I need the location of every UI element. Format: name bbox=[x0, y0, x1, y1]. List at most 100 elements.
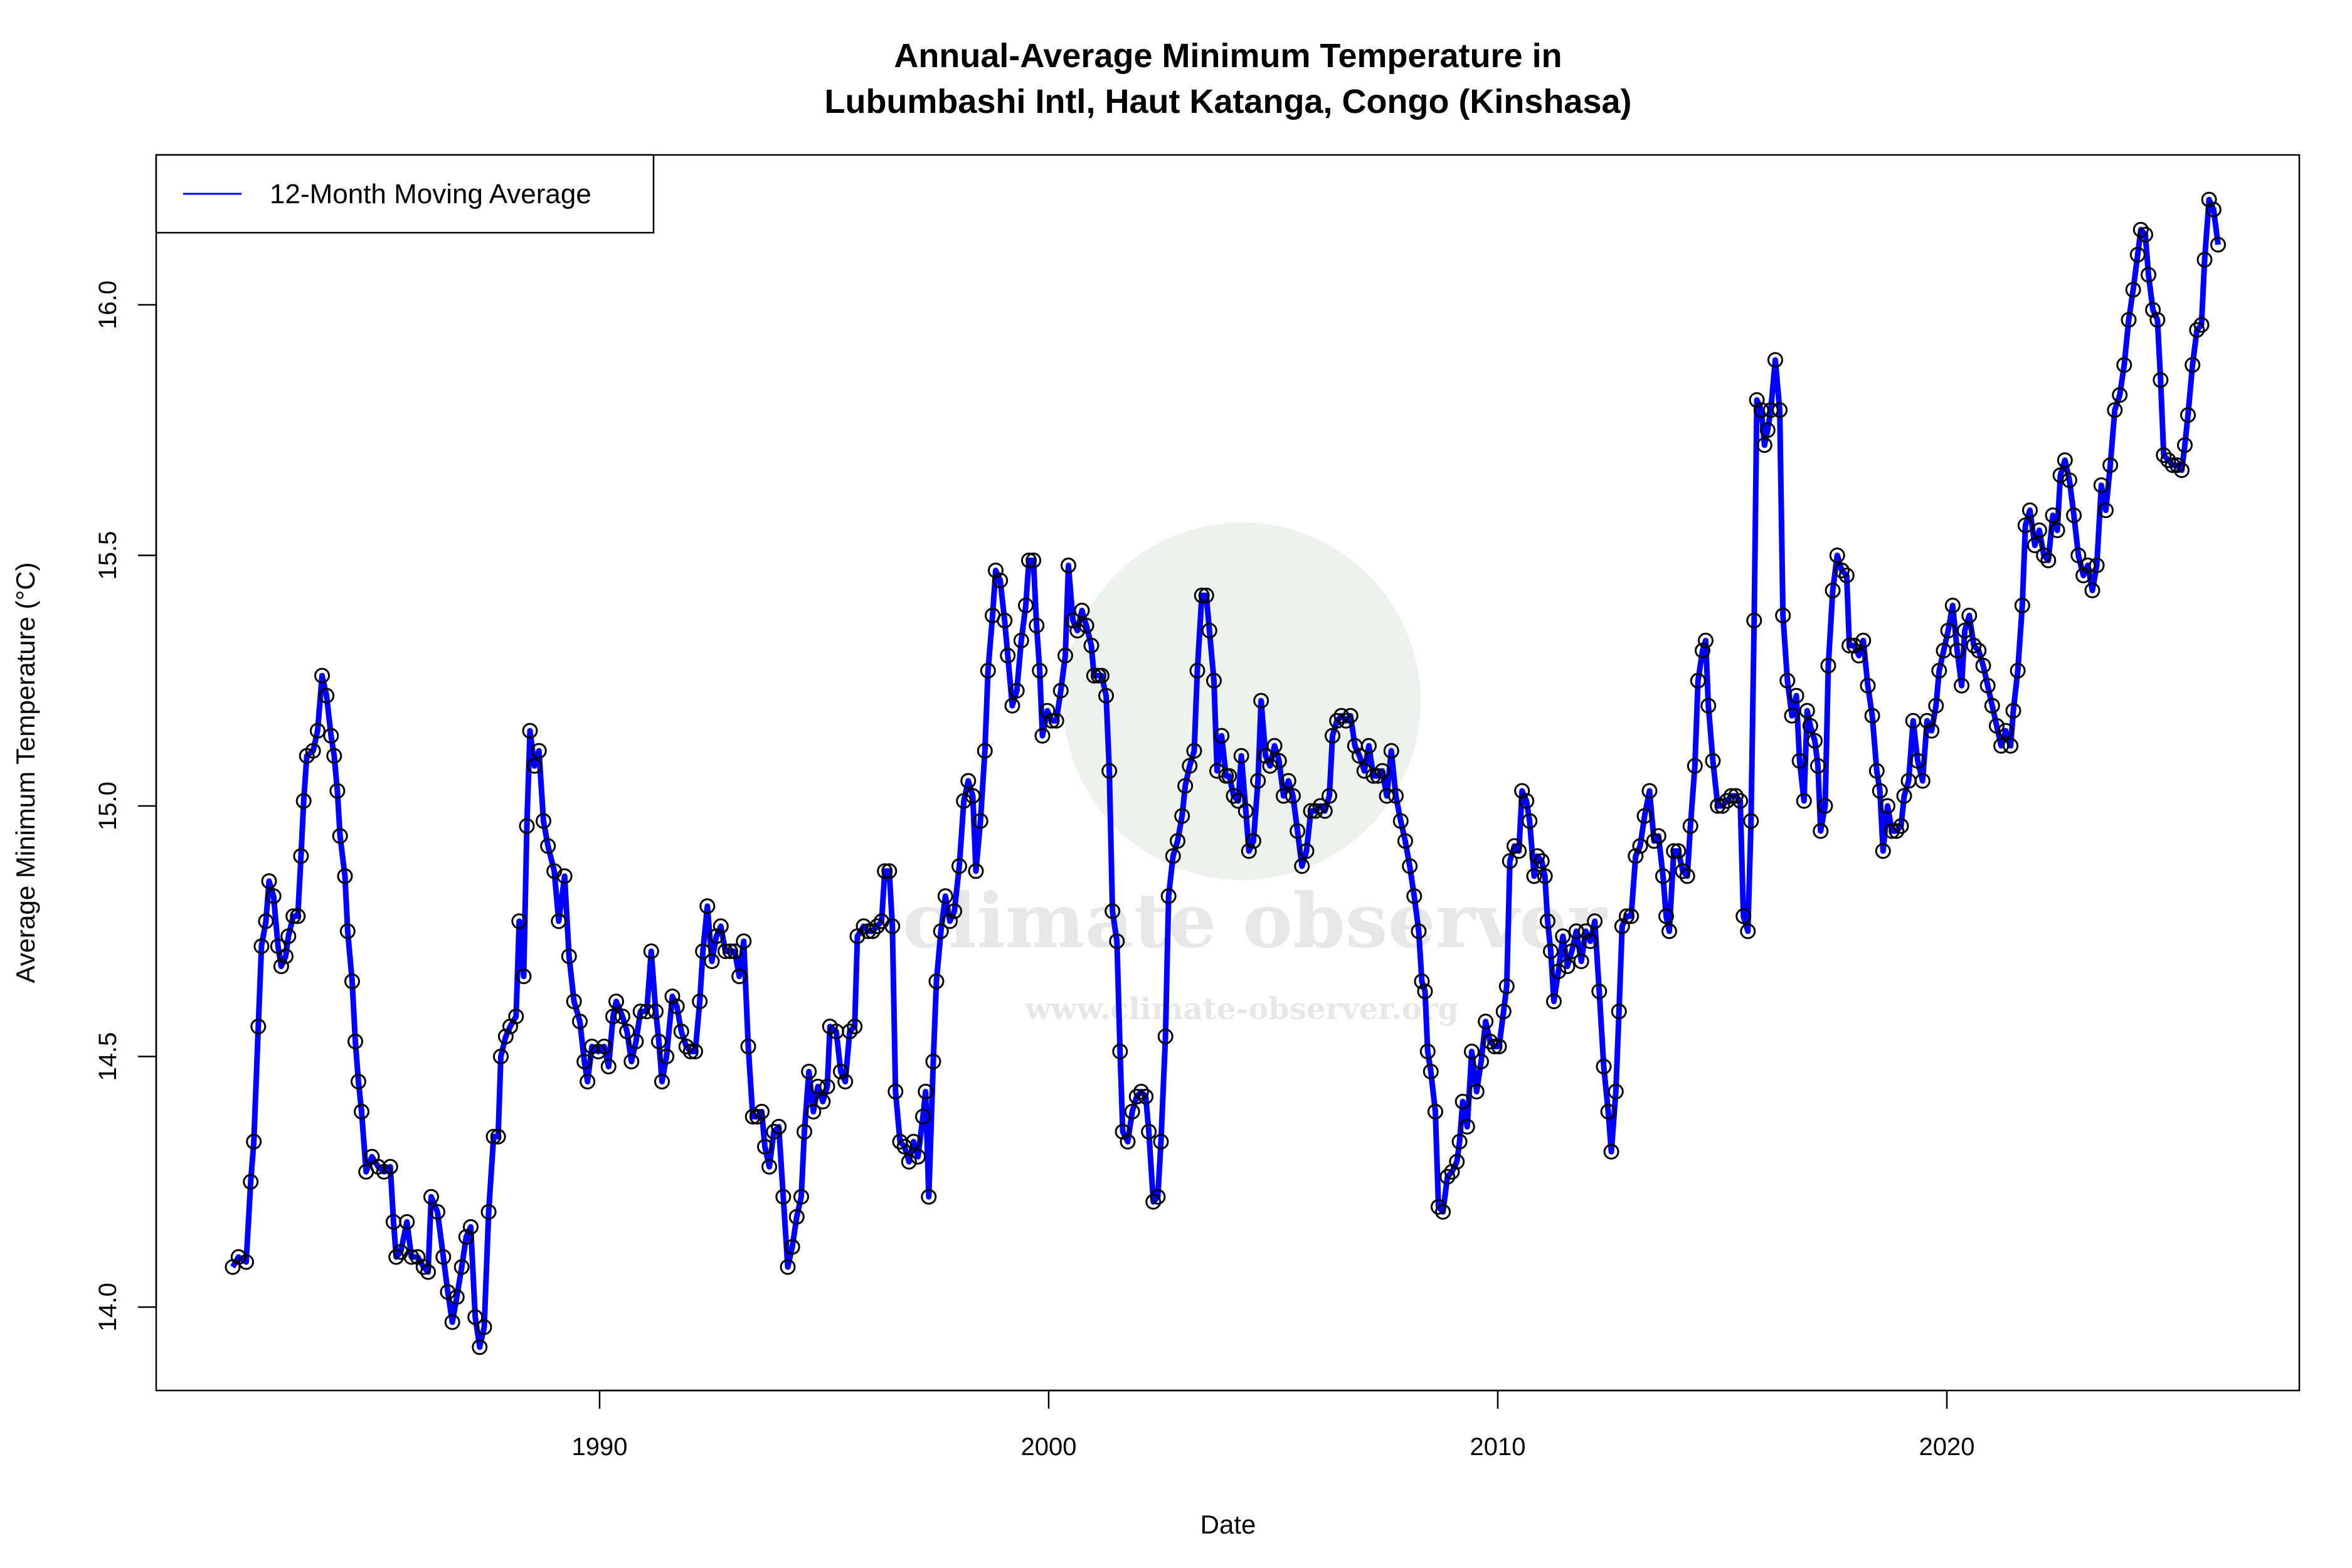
data-point bbox=[2156, 447, 2172, 464]
data-point bbox=[1661, 923, 1677, 940]
data-point bbox=[1658, 908, 1674, 924]
data-point bbox=[682, 1044, 699, 1059]
data-point bbox=[1779, 672, 1796, 689]
data-point bbox=[1534, 853, 1550, 869]
data-point bbox=[937, 888, 953, 904]
data-point bbox=[435, 1249, 452, 1265]
x-tick-label: 2010 bbox=[1470, 1433, 1526, 1461]
data-point bbox=[1032, 662, 1048, 679]
data-point bbox=[1954, 677, 1970, 694]
data-point bbox=[1820, 657, 1836, 674]
data-point bbox=[1784, 707, 1800, 724]
data-point bbox=[2193, 317, 2210, 333]
data-point bbox=[344, 973, 360, 990]
data-point bbox=[1679, 868, 1695, 884]
data-point bbox=[1799, 702, 1815, 719]
data-point bbox=[2014, 597, 2030, 613]
data-point bbox=[1198, 587, 1214, 603]
x-tick-label: 1990 bbox=[572, 1433, 628, 1461]
data-point bbox=[1074, 602, 1090, 618]
data-point bbox=[1271, 753, 1287, 769]
data-point bbox=[1451, 1133, 1468, 1150]
data-point bbox=[2022, 502, 2038, 519]
data-point bbox=[1280, 773, 1296, 789]
data-point bbox=[1860, 677, 1876, 694]
data-point bbox=[788, 1209, 805, 1225]
data-point bbox=[1206, 672, 1222, 689]
data-point bbox=[1829, 548, 1845, 563]
data-point bbox=[837, 1074, 854, 1089]
data-point bbox=[1700, 697, 1717, 714]
data-point bbox=[415, 1259, 432, 1275]
data-point bbox=[453, 1259, 470, 1275]
data-point bbox=[1165, 848, 1181, 864]
data-point bbox=[1000, 647, 1016, 664]
data-point bbox=[1966, 637, 1982, 654]
data-point bbox=[736, 933, 752, 950]
data-point bbox=[1069, 622, 1086, 638]
data-point bbox=[1065, 612, 1081, 628]
data-point bbox=[2121, 312, 2137, 328]
data-point bbox=[1392, 813, 1409, 829]
data-point bbox=[1414, 973, 1430, 990]
data-point bbox=[1266, 738, 1283, 754]
data-point bbox=[869, 918, 885, 935]
data-point bbox=[1650, 828, 1666, 844]
data-point bbox=[1695, 642, 1710, 659]
data-point bbox=[1740, 923, 1756, 940]
data-point bbox=[740, 1039, 756, 1054]
data-point bbox=[797, 1123, 812, 1140]
data-point bbox=[1290, 823, 1306, 839]
data-point bbox=[2112, 387, 2128, 403]
data-point bbox=[673, 1024, 689, 1039]
data-point bbox=[472, 1339, 488, 1355]
watermark-url: www.climate-observer.org bbox=[1024, 992, 1458, 1027]
data-point bbox=[1529, 848, 1545, 864]
data-point bbox=[1577, 923, 1594, 940]
data-point bbox=[1896, 788, 1912, 804]
data-point bbox=[354, 1103, 369, 1120]
data-point bbox=[638, 1004, 655, 1020]
data-point bbox=[536, 813, 551, 829]
data-point bbox=[1526, 868, 1542, 884]
data-point bbox=[497, 1029, 514, 1044]
data-point bbox=[1298, 843, 1315, 859]
data-point bbox=[1449, 1153, 1465, 1170]
data-point bbox=[2210, 236, 2226, 253]
data-point bbox=[1522, 813, 1538, 829]
data-point bbox=[1388, 788, 1404, 804]
data-point bbox=[1482, 1034, 1498, 1049]
data-point bbox=[1402, 858, 1418, 874]
data-point bbox=[2169, 457, 2185, 474]
data-point bbox=[1115, 1123, 1131, 1140]
data-point bbox=[1230, 793, 1246, 809]
data-point bbox=[2153, 372, 2169, 388]
data-point bbox=[280, 928, 297, 945]
data-point bbox=[1756, 437, 1772, 453]
data-point bbox=[2052, 467, 2069, 484]
data-point bbox=[887, 1083, 904, 1099]
data-point bbox=[1884, 823, 1900, 839]
data-point bbox=[1714, 798, 1730, 814]
data-point bbox=[1682, 818, 1698, 834]
data-point bbox=[2040, 553, 2057, 568]
x-tick-label: 2020 bbox=[1919, 1433, 1975, 1461]
data-point bbox=[918, 1083, 934, 1099]
data-point bbox=[1573, 953, 1589, 970]
data-point bbox=[230, 1249, 246, 1265]
data-point bbox=[1802, 718, 1818, 734]
data-point bbox=[1728, 788, 1744, 804]
data-point bbox=[1009, 682, 1025, 699]
x-tick-label: 2000 bbox=[1021, 1433, 1077, 1461]
y-axis-label: Average Minimum Temperature (°C) bbox=[11, 562, 40, 983]
data-point bbox=[1507, 838, 1522, 854]
data-point bbox=[1104, 903, 1121, 919]
data-point bbox=[692, 993, 708, 1010]
data-point bbox=[1013, 632, 1029, 649]
data-point bbox=[1723, 788, 1739, 804]
data-point bbox=[2005, 702, 2021, 719]
y-tick-label: 15.0 bbox=[94, 781, 122, 830]
data-point bbox=[960, 773, 977, 789]
data-point bbox=[382, 1158, 398, 1175]
data-point bbox=[2125, 282, 2141, 298]
